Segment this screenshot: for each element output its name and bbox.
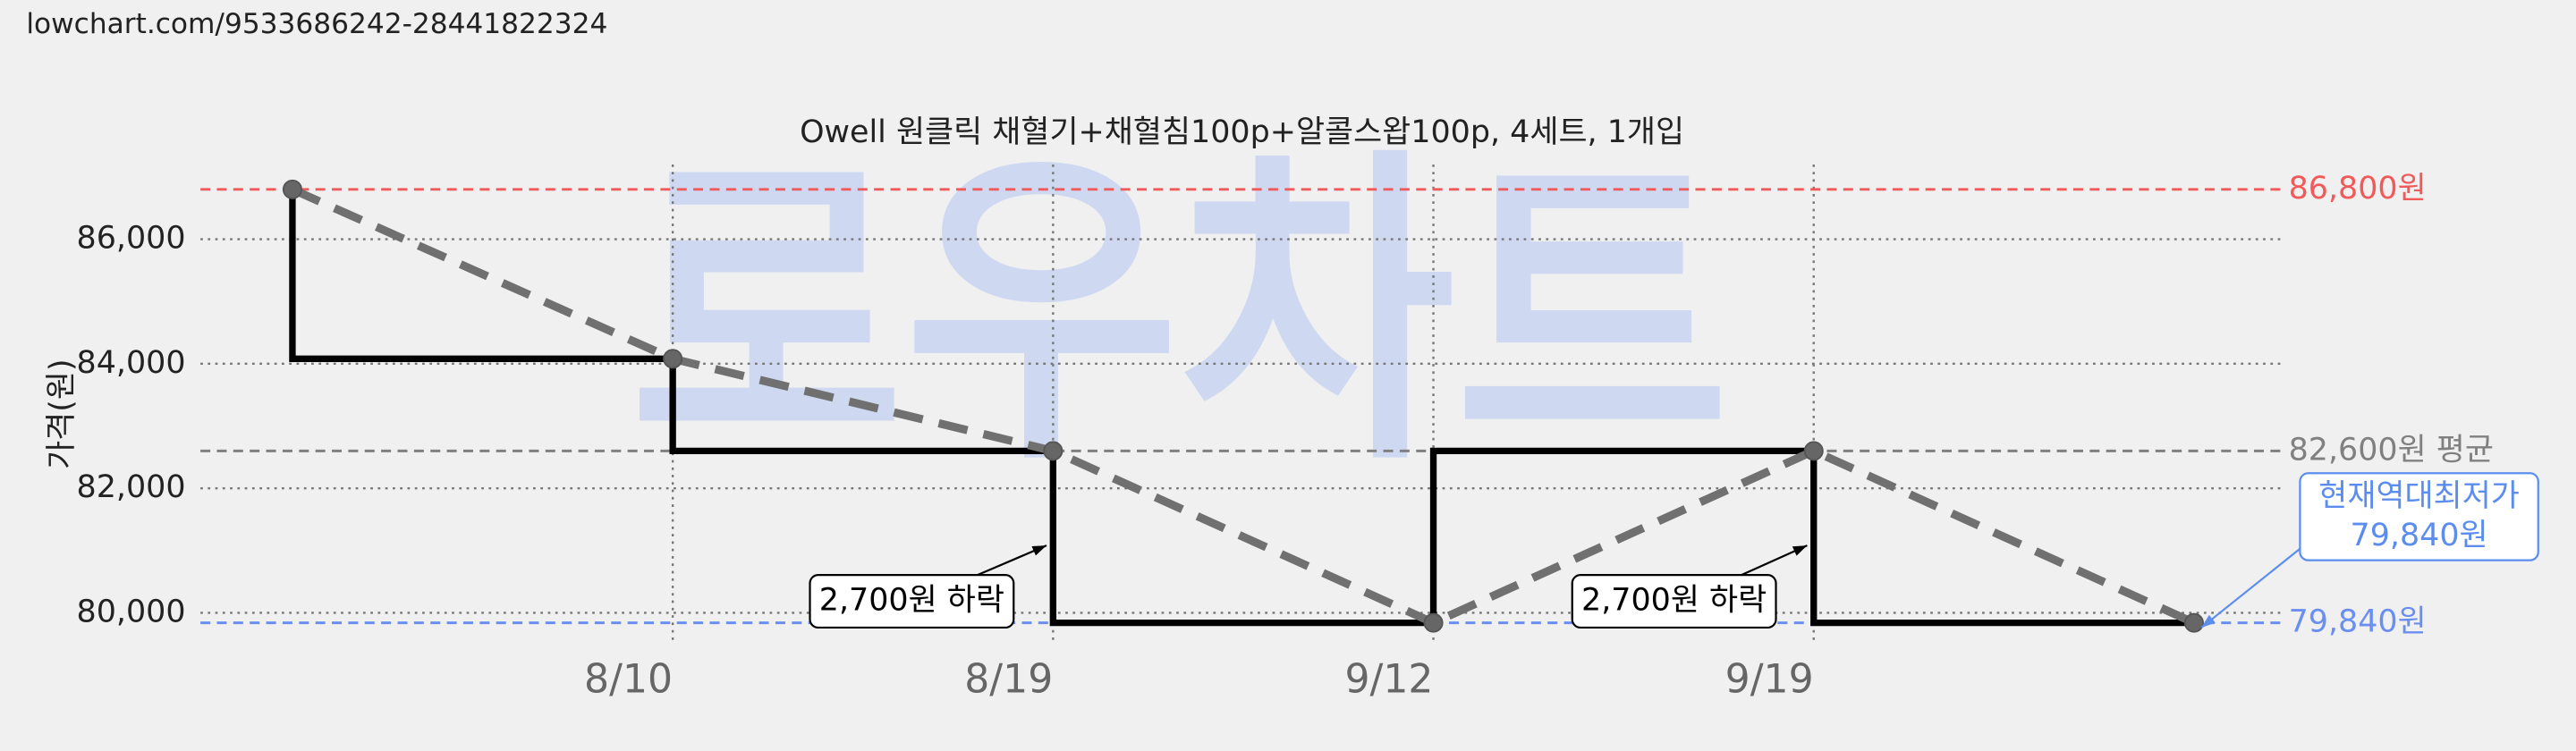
point (2183, 612, 2204, 633)
x-tick-label: 9/19 (1725, 657, 1814, 703)
point (282, 179, 302, 199)
arrow-head (1792, 545, 1808, 556)
chart-title: Owell 원클릭 채혈기+채혈침100p+알콜스왑100p, 4세트, 1개입 (800, 114, 1684, 150)
y-tick-label: 82,000 (77, 469, 186, 505)
annotation-text: 79,840원 (2351, 518, 2488, 553)
arrow-head (2201, 614, 2216, 628)
point (663, 349, 683, 369)
annotation-arrow (2200, 547, 2301, 629)
annotation-box (809, 574, 1015, 629)
y-tick-label: 86,000 (77, 221, 186, 257)
y-tick-label: 84,000 (77, 345, 186, 381)
annotation-text: 2,700원 하락 (819, 583, 1004, 619)
step-line (289, 189, 2194, 627)
url: lowchart.com/9533686242-28441822324 (26, 8, 607, 40)
point (1803, 441, 1824, 461)
x-tick-label: 8/10 (584, 657, 673, 703)
point (1423, 612, 1444, 633)
reference-label: 86,800원 (2289, 171, 2427, 207)
annotation-box (1571, 574, 1777, 629)
point (1043, 441, 1063, 461)
annotation-text: 2,700원 하락 (1581, 583, 1767, 619)
reference-label: 79,840원 (2289, 604, 2427, 640)
y-tick-label: 80,000 (77, 594, 186, 629)
y-axis-label: 가격(원) (44, 359, 80, 468)
annotation-text: 현재역대최저가 (2318, 478, 2520, 514)
trend-line (291, 185, 2196, 628)
x-tick-label: 9/12 (1344, 657, 1433, 703)
arrow-head (1031, 545, 1046, 556)
annotation-box (2299, 472, 2539, 561)
reference-label: 82,600원 평균 (2289, 432, 2494, 468)
x-tick-label: 8/19 (964, 657, 1053, 703)
watermark: 로우차트 (629, 122, 1730, 504)
